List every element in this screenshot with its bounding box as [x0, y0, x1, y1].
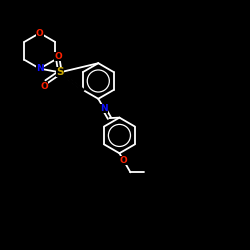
Text: O: O — [36, 28, 44, 38]
Text: O: O — [54, 52, 62, 61]
Text: O: O — [40, 82, 48, 91]
Text: O: O — [120, 156, 128, 165]
Text: S: S — [56, 67, 64, 77]
Text: N: N — [36, 64, 44, 73]
Text: N: N — [100, 104, 108, 113]
